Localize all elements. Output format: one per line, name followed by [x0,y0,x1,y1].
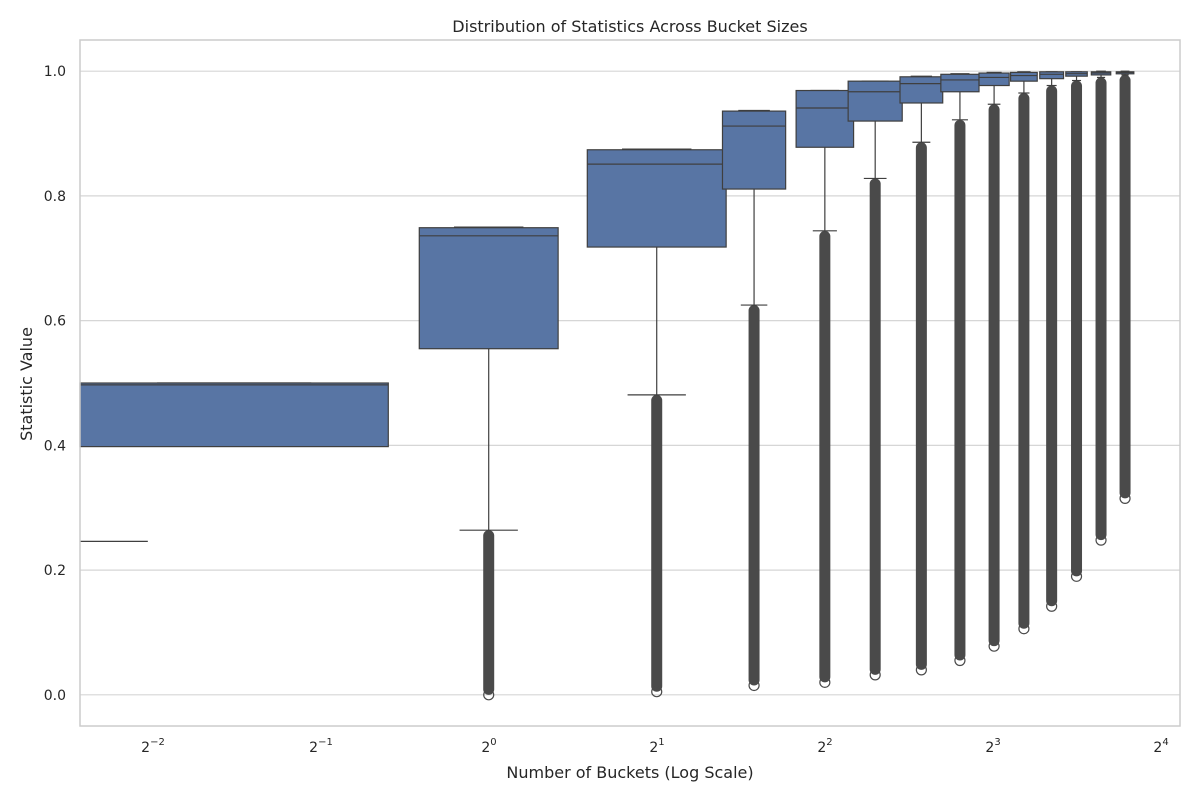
outlier-band [819,230,831,683]
outlier-band [1018,93,1030,629]
outlier-marker [988,640,1000,652]
box-group [1115,70,1135,504]
box-iqr [721,110,787,190]
outlier-marker [1046,600,1058,612]
y-tick-label: 1.0 [44,64,66,80]
tick-labels: 0.0 0.2 0.4 0.6 0.8 1.0 2−2 2−1 20 21 22 23 24 [44,64,1169,756]
box-group [418,226,559,701]
plot-frame [79,39,1181,727]
box-iqr [586,149,727,248]
outlier-marker [651,686,663,698]
box-group [978,71,1010,652]
outlier-marker [954,654,966,667]
box-iqr [978,72,1010,87]
y-tick-label: 0.4 [44,438,66,454]
y-tick-label: 0.0 [44,688,66,704]
box-iqr [847,80,903,122]
box-iqr [418,227,559,350]
outlier-band [651,394,663,692]
box-iqr [1009,71,1038,82]
box-iqr [79,382,389,448]
x-tick-label: 21 [649,737,664,756]
outlier-band [954,119,966,661]
box-group [940,73,980,667]
outlier-band [1071,80,1083,577]
x-tick-label: 24 [1153,737,1168,756]
outlier-band [748,305,760,686]
y-tick-label: 0.8 [44,189,66,205]
outlier-marker [869,669,881,681]
box-group [1090,70,1112,546]
box-group [79,382,389,543]
box-iqr [795,89,855,148]
x-axis-label: Number of Buckets (Log Scale) [506,763,753,782]
outlier-band [1095,77,1107,541]
y-axis-label: Statistic Value [17,327,36,441]
outlier-band [1046,85,1058,607]
box-group [721,109,787,692]
x-tick-label: 23 [985,737,1000,756]
outlier-band [915,142,927,670]
outlier-marker [748,679,760,692]
outlier-band [988,104,1000,647]
outlier-marker [1119,492,1131,504]
outlier-marker [819,676,831,688]
y-tick-label: 0.6 [44,314,66,330]
x-tick-label: 2−1 [309,737,333,756]
y-tick-label: 0.2 [44,563,66,579]
outlier-marker [915,664,927,676]
box-group [1065,71,1088,582]
box-group [586,148,727,698]
box-group [847,80,903,681]
box-iqr [899,76,944,104]
chart-title: Distribution of Statistics Across Bucket… [452,17,807,36]
outlier-band [869,178,881,675]
boxes-layer [79,70,1135,701]
x-tick-label: 22 [817,737,832,756]
x-tick-label: 20 [481,737,496,756]
outlier-marker [1070,570,1083,582]
box-group [795,89,855,688]
outlier-marker [483,689,495,701]
outlier-band [1119,74,1131,499]
outlier-marker [1095,534,1107,546]
box-iqr [940,73,980,93]
box-group [899,75,944,676]
box-group [1009,71,1038,635]
outlier-marker [1018,623,1030,635]
x-tick-label: 2−2 [141,737,165,756]
box-iqr [1039,71,1065,80]
box-group [1039,71,1065,612]
outlier-band [483,530,495,695]
